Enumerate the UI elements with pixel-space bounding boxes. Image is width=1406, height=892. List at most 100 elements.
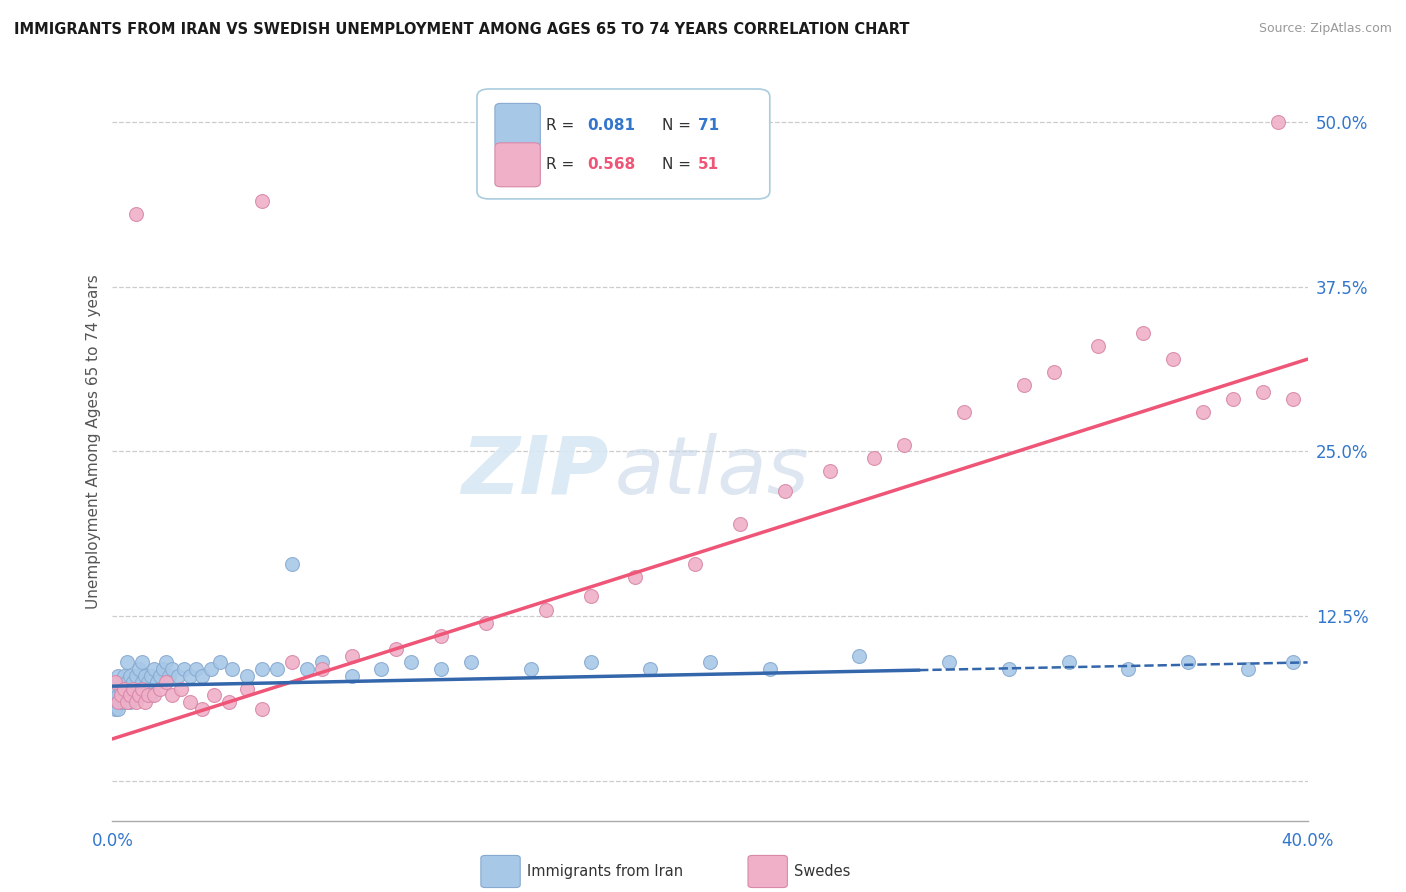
Point bbox=[138, 689, 160, 703]
Point bbox=[218, 695, 240, 709]
Point bbox=[1281, 656, 1303, 670]
Point bbox=[128, 689, 150, 703]
Point bbox=[110, 689, 132, 703]
Point bbox=[475, 615, 498, 630]
Point bbox=[134, 695, 156, 709]
Point bbox=[134, 681, 156, 696]
Point bbox=[728, 516, 751, 531]
Point bbox=[128, 689, 150, 703]
Point bbox=[162, 662, 183, 676]
Point bbox=[579, 590, 602, 604]
Point bbox=[534, 602, 557, 616]
Point bbox=[773, 483, 796, 498]
Text: Immigrants from Iran: Immigrants from Iran bbox=[527, 864, 683, 879]
Text: 51: 51 bbox=[699, 157, 720, 172]
Point bbox=[893, 438, 915, 452]
Point bbox=[683, 557, 706, 571]
Point bbox=[107, 675, 129, 690]
Point bbox=[863, 450, 886, 465]
Point bbox=[120, 695, 142, 709]
Point bbox=[143, 662, 166, 676]
Point bbox=[953, 405, 976, 419]
Point bbox=[624, 570, 647, 584]
Point bbox=[385, 642, 408, 657]
Point bbox=[143, 689, 166, 703]
Text: N =: N = bbox=[662, 157, 696, 172]
Point bbox=[209, 656, 232, 670]
Point bbox=[311, 656, 333, 670]
Point bbox=[1192, 405, 1215, 419]
Point bbox=[848, 648, 870, 663]
Point bbox=[699, 656, 721, 670]
Point bbox=[281, 656, 304, 670]
Point bbox=[401, 656, 423, 670]
Point bbox=[117, 656, 139, 670]
Point bbox=[250, 194, 273, 208]
Point bbox=[1177, 656, 1199, 670]
Point bbox=[250, 662, 273, 676]
Point bbox=[141, 668, 163, 682]
Point bbox=[149, 681, 172, 696]
Text: Source: ZipAtlas.com: Source: ZipAtlas.com bbox=[1258, 22, 1392, 36]
Point bbox=[120, 681, 142, 696]
Text: ZIP: ZIP bbox=[461, 433, 609, 511]
Point bbox=[340, 648, 363, 663]
Point bbox=[173, 662, 195, 676]
Point bbox=[152, 662, 174, 676]
Point bbox=[640, 662, 662, 676]
Point bbox=[125, 207, 148, 221]
Point bbox=[1251, 385, 1274, 400]
Point bbox=[146, 675, 169, 690]
Text: R =: R = bbox=[547, 157, 579, 172]
Point bbox=[157, 668, 180, 682]
Point bbox=[131, 656, 153, 670]
Text: R =: R = bbox=[547, 118, 579, 133]
Point bbox=[114, 675, 135, 690]
Point bbox=[107, 689, 129, 703]
Text: 71: 71 bbox=[699, 118, 720, 133]
Point bbox=[104, 695, 127, 709]
Point bbox=[117, 675, 139, 690]
Point bbox=[998, 662, 1021, 676]
Point bbox=[104, 701, 127, 715]
Point bbox=[125, 668, 148, 682]
Point bbox=[122, 675, 145, 690]
Point bbox=[430, 629, 453, 643]
Point bbox=[110, 681, 132, 696]
Text: 0.081: 0.081 bbox=[586, 118, 636, 133]
Point bbox=[221, 662, 243, 676]
Point bbox=[179, 668, 201, 682]
Point bbox=[104, 675, 127, 690]
Point bbox=[311, 662, 333, 676]
Point bbox=[1267, 115, 1289, 129]
Point bbox=[250, 701, 273, 715]
Point bbox=[295, 662, 318, 676]
Point bbox=[110, 695, 132, 709]
FancyBboxPatch shape bbox=[495, 103, 540, 147]
Y-axis label: Unemployment Among Ages 65 to 74 years: Unemployment Among Ages 65 to 74 years bbox=[86, 274, 101, 609]
Point bbox=[110, 689, 132, 703]
Point bbox=[1087, 339, 1109, 353]
Point bbox=[114, 681, 135, 696]
Point bbox=[200, 662, 222, 676]
Point bbox=[236, 668, 259, 682]
Point bbox=[1237, 662, 1260, 676]
Point bbox=[266, 662, 288, 676]
Point bbox=[1281, 392, 1303, 406]
Point bbox=[149, 668, 172, 682]
Point bbox=[107, 668, 129, 682]
Point bbox=[114, 695, 135, 709]
Point bbox=[114, 668, 135, 682]
Point bbox=[170, 681, 193, 696]
Point bbox=[125, 695, 148, 709]
Point bbox=[1057, 656, 1080, 670]
FancyBboxPatch shape bbox=[495, 143, 540, 186]
Point bbox=[122, 681, 145, 696]
Point bbox=[122, 689, 145, 703]
Text: IMMIGRANTS FROM IRAN VS SWEDISH UNEMPLOYMENT AMONG AGES 65 TO 74 YEARS CORRELATI: IMMIGRANTS FROM IRAN VS SWEDISH UNEMPLOY… bbox=[14, 22, 910, 37]
Point bbox=[179, 695, 201, 709]
Point bbox=[340, 668, 363, 682]
Text: Swedes: Swedes bbox=[794, 864, 851, 879]
Point bbox=[430, 662, 453, 676]
Point bbox=[370, 662, 392, 676]
